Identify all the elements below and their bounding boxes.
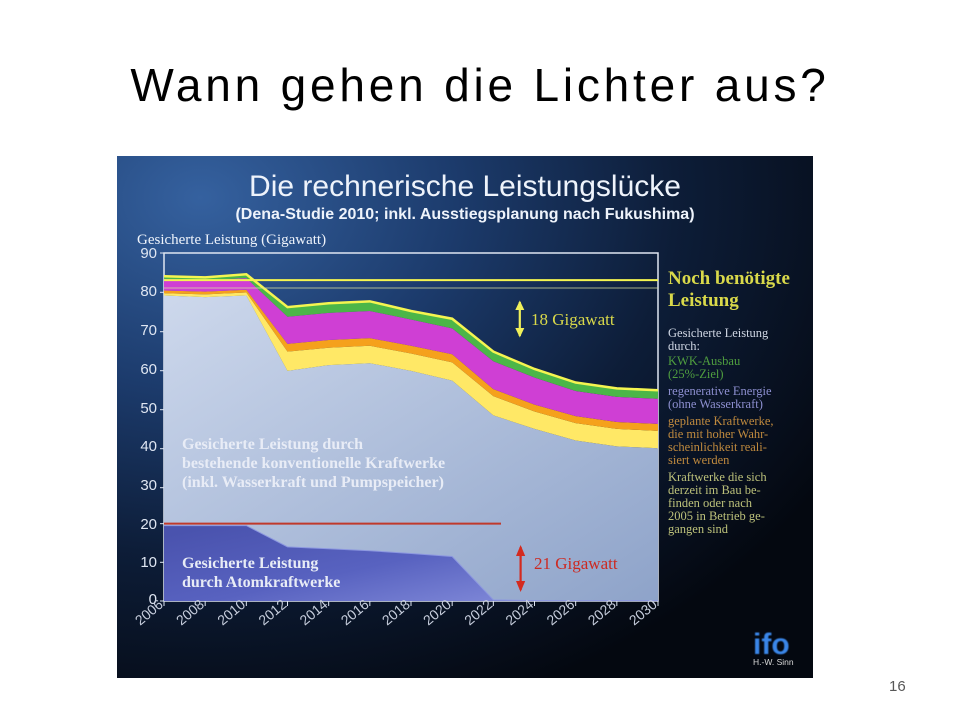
svg-text:scheinlichkeit reali-: scheinlichkeit reali- [668, 440, 767, 454]
svg-text:18 Gigawatt: 18 Gigawatt [531, 310, 615, 329]
svg-text:2005 in Betrieb ge-: 2005 in Betrieb ge- [668, 509, 765, 523]
svg-text:durch:: durch: [668, 339, 700, 353]
svg-text:30: 30 [140, 477, 157, 494]
svg-text:durch Atomkraftwerke: durch Atomkraftwerke [182, 574, 340, 591]
svg-text:Noch benötigte: Noch benötigte [668, 268, 790, 289]
svg-text:geplante Kraftwerke,: geplante Kraftwerke, [668, 414, 774, 428]
svg-text:40: 40 [140, 438, 157, 455]
svg-text:20: 20 [140, 516, 157, 533]
svg-text:Leistung: Leistung [668, 290, 739, 311]
svg-text:finden oder nach: finden oder nach [668, 496, 753, 510]
svg-text:(inkl. Wasserkraft und Pumpspe: (inkl. Wasserkraft und Pumpspeicher) [182, 474, 444, 491]
svg-text:Kraftwerke die sich: Kraftwerke die sich [668, 470, 767, 484]
svg-text:(ohne Wasserkraft): (ohne Wasserkraft) [668, 397, 763, 411]
svg-text:bestehende konventionelle Kraf: bestehende konventionelle Kraftwerke [182, 455, 445, 472]
svg-text:derzeit im Bau be-: derzeit im Bau be- [668, 483, 761, 497]
svg-text:(25%-Ziel): (25%-Ziel) [668, 367, 724, 381]
svg-text:gangen sind: gangen sind [668, 522, 729, 536]
svg-text:KWK-Ausbau: KWK-Ausbau [668, 354, 741, 368]
svg-text:siert werden: siert werden [668, 453, 730, 467]
svg-text:Die rechnerische Leistungslück: Die rechnerische Leistungslücke [249, 170, 681, 203]
svg-text:70: 70 [140, 322, 157, 339]
svg-text:(Dena-Studie 2010; inkl. Ausst: (Dena-Studie 2010; inkl. Ausstiegsplanun… [235, 206, 694, 223]
svg-text:Gesicherte Leistung: Gesicherte Leistung [668, 326, 769, 340]
svg-text:regenerative Energie: regenerative Energie [668, 384, 772, 398]
svg-text:90: 90 [140, 245, 157, 262]
svg-text:Gesicherte Leistung durch: Gesicherte Leistung durch [182, 436, 363, 453]
svg-text:10: 10 [140, 554, 157, 571]
svg-text:Gesicherte Leistung: Gesicherte Leistung [182, 555, 318, 572]
svg-text:Gesicherte Leistung (Gigawatt): Gesicherte Leistung (Gigawatt) [137, 232, 326, 248]
svg-text:50: 50 [140, 400, 157, 417]
svg-text:H.-W. Sinn: H.-W. Sinn [753, 657, 794, 667]
svg-text:21 Gigawatt: 21 Gigawatt [534, 554, 618, 573]
svg-text:80: 80 [140, 283, 157, 300]
svg-text:die mit hoher Wahr-: die mit hoher Wahr- [668, 427, 768, 441]
svg-text:60: 60 [140, 361, 157, 378]
